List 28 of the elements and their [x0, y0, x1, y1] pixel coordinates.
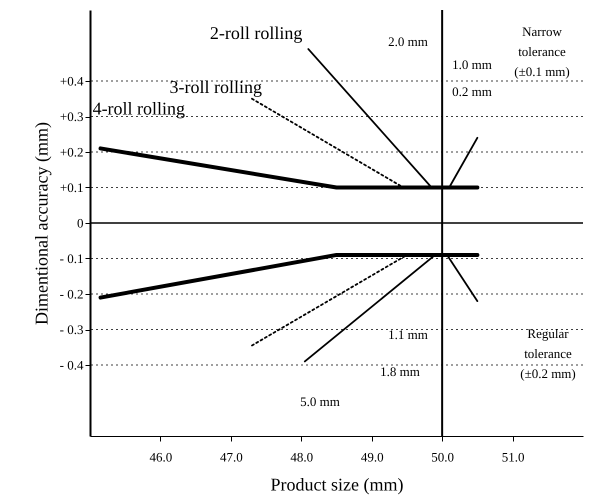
- y-tick-label: +0.4: [60, 74, 84, 88]
- x-tick-label: 51.0: [502, 450, 524, 464]
- annotation: Regular tolerance (±0.2 mm): [520, 326, 576, 381]
- x-axis-title: Product size (mm): [270, 474, 404, 494]
- annotation: 1.1 mm: [388, 327, 428, 342]
- series-label: 2-roll rolling: [210, 23, 302, 44]
- annotation: Narrow tolerance (±0.1 mm): [514, 24, 570, 79]
- annotation: 5.0 mm: [300, 394, 340, 409]
- x-tick-label: 49.0: [360, 450, 384, 464]
- annotation: 1.8 mm: [380, 364, 420, 379]
- annotation: 1.0 mm: [452, 57, 492, 72]
- y-tick-label: +0.3: [60, 109, 84, 124]
- y-tick-label: +0.2: [60, 144, 84, 160]
- x-tick-label: 48.0: [290, 450, 314, 464]
- y-tick-label: - 0.3: [60, 322, 84, 337]
- annotation: 2.0 mm: [388, 34, 428, 49]
- x-tick-label: 50.0: [431, 450, 454, 464]
- y-tick-label: +0.1: [60, 180, 84, 195]
- y-axis-title: Dimentional accuracy (mm): [32, 122, 52, 325]
- series-label: 3-roll rolling: [169, 76, 262, 97]
- y-tick-label: - 0.4: [60, 358, 84, 372]
- x-tick-label: 46.0: [150, 450, 172, 464]
- series-label: 4-roll rolling: [92, 98, 186, 118]
- x-tick-label: 47.0: [220, 450, 243, 464]
- y-tick-label: - 0.2: [60, 286, 84, 302]
- annotation: 0.2 mm: [452, 84, 492, 99]
- y-tick-label: 0: [77, 216, 84, 230]
- y-tick-label: - 0.1: [60, 251, 84, 266]
